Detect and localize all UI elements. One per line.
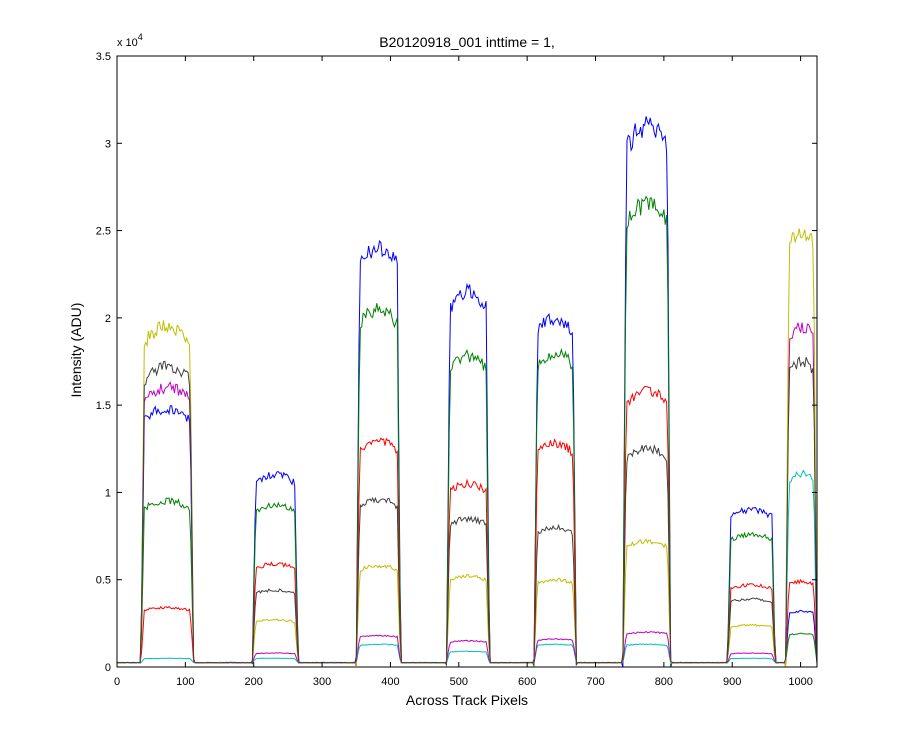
x-tick-label: 500 xyxy=(450,676,468,688)
x-tick-label: 800 xyxy=(655,676,673,688)
x-tick-label: 0 xyxy=(114,676,120,688)
y-tick-label: 1.5 xyxy=(96,400,111,412)
x-tick-label: 100 xyxy=(176,676,194,688)
y-axis-label: Intensity (ADU) xyxy=(68,303,84,398)
x-tick-label: 600 xyxy=(518,676,536,688)
x-tick-label: 300 xyxy=(313,676,331,688)
series-line xyxy=(116,228,818,668)
y-multiplier-label: x 104 xyxy=(117,32,143,49)
y-tick-label: 0 xyxy=(105,662,111,674)
series-line xyxy=(116,356,818,667)
x-tick-label: 400 xyxy=(381,676,399,688)
y-tick-label: 3 xyxy=(105,138,111,150)
y-tick-label: 3.5 xyxy=(96,51,111,63)
x-axis-label: Across Track Pixels xyxy=(406,692,528,708)
chart-title: B20120918_001 inttime = 1, xyxy=(379,34,555,50)
x-tick-label: 900 xyxy=(723,676,741,688)
x-tick-label: 700 xyxy=(586,676,604,688)
series-line xyxy=(117,385,818,666)
y-tick-label: 0.5 xyxy=(96,575,111,587)
y-tick-label: 1 xyxy=(105,487,111,499)
x-tick-label: 200 xyxy=(245,676,263,688)
y-tick-label: 2 xyxy=(105,313,111,325)
x-tick-label: 1000 xyxy=(788,676,812,688)
y-tick-label: 2.5 xyxy=(96,226,111,238)
series-line xyxy=(116,116,818,668)
plot-frame xyxy=(116,55,818,668)
series-layer xyxy=(116,116,818,668)
series-line xyxy=(116,195,818,667)
series-line xyxy=(116,469,818,664)
series-line xyxy=(116,322,818,666)
axes-layer: 0 100 200 300 400 500 600 700 800 900 1000 0 0.5 1 1.5… xyxy=(96,51,818,688)
